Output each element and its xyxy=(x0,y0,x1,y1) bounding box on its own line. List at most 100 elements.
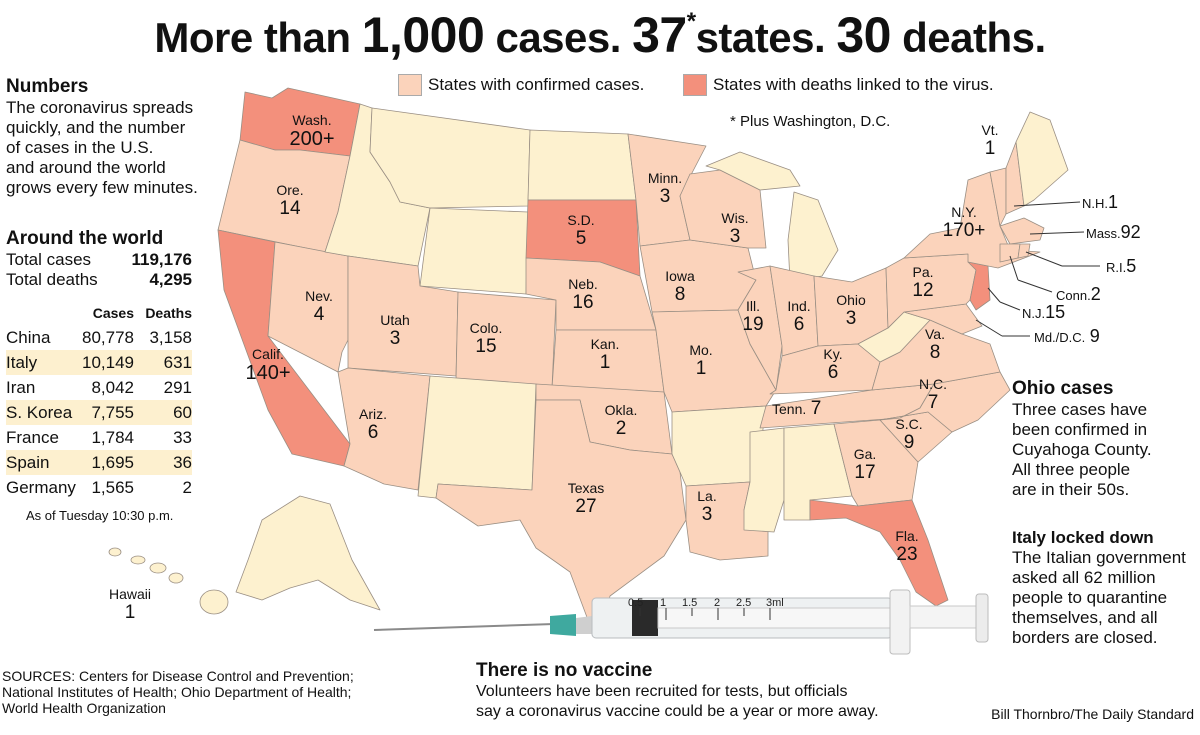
syringe-needle xyxy=(373,623,555,631)
state-name: Ill. xyxy=(746,298,760,314)
state-case-count: 19 xyxy=(742,314,764,335)
label-wisconsin: Wis. 3 xyxy=(710,210,760,248)
credit: Bill Thornbro/The Daily Standard xyxy=(991,706,1194,722)
side-label-new-hampshire: N.H.1 xyxy=(1082,192,1118,213)
label-minnesota: Minn. 3 xyxy=(640,170,690,208)
side-label-maryland-dc: Md./D.C. 9 xyxy=(1034,326,1100,347)
label-georgia: Ga. 17 xyxy=(842,446,888,484)
sources-line: World Health Organization xyxy=(2,700,166,716)
state-name: Mo. xyxy=(689,342,713,358)
state-name: N.J. xyxy=(1022,306,1046,321)
label-louisiana: La. 3 xyxy=(682,488,732,526)
ohio-cases-heading: Ohio cases xyxy=(1012,378,1114,399)
world-heading: Around the world xyxy=(6,228,164,249)
side-label-new-jersey: N.J.15 xyxy=(1022,302,1065,323)
country-table: Cases Deaths China 80,778 3,158 Italy 10,14… xyxy=(6,300,192,500)
headline-cases-number: 1,000 xyxy=(361,7,485,63)
state-case-count: 1 xyxy=(599,352,611,373)
label-virginia: Va. 8 xyxy=(912,326,958,364)
state-hawaii xyxy=(108,547,229,615)
state-case-count: 1 xyxy=(695,358,707,379)
state-florida xyxy=(809,499,949,607)
state-name: Ky. xyxy=(823,346,843,362)
world-section: Around the world Total cases 119,176 Tot… xyxy=(6,228,192,523)
state-name: Minn. xyxy=(647,170,683,186)
label-ohio: Ohio 3 xyxy=(826,292,876,330)
state-name: Okla. xyxy=(604,402,638,418)
state-case-count: 3 xyxy=(729,226,741,247)
ohio-cases-line: been confirmed in xyxy=(1012,420,1148,439)
headline-deaths-number: 30 xyxy=(836,7,891,63)
syringe-flange xyxy=(889,589,911,655)
headline-text: states. xyxy=(695,14,826,61)
state-name: N.H. xyxy=(1082,196,1108,211)
table-row: France 1,784 33 xyxy=(6,425,192,450)
state-case-count: 23 xyxy=(896,544,918,565)
state-name: Calif. xyxy=(252,346,284,362)
state-case-count: 4 xyxy=(313,304,325,325)
state-case-count: 27 xyxy=(575,496,597,517)
state-name: Texas xyxy=(567,480,605,496)
legend-deaths-label: States with deaths linked to the virus. xyxy=(713,75,994,94)
state-maine xyxy=(1015,111,1069,207)
table-row: China 80,778 3,158 xyxy=(6,325,192,350)
state-new-mexico xyxy=(417,375,537,499)
country-name: Iran xyxy=(6,377,36,397)
state-case-count: 3 xyxy=(389,328,401,349)
state-name: Mass. xyxy=(1086,226,1121,241)
country-deaths: 36 xyxy=(134,450,192,475)
as-of-timestamp: As of Tuesday 10:30 p.m. xyxy=(26,508,174,523)
state-case-count: 1 xyxy=(124,602,136,623)
country-deaths: 2 xyxy=(182,477,192,497)
country-deaths: 33 xyxy=(173,427,192,447)
syringe-mark: 1.5 xyxy=(682,597,697,609)
state-case-count: 2 xyxy=(1090,284,1101,304)
ohio-cases-line: All three people xyxy=(1012,460,1131,479)
state-wyoming xyxy=(419,207,529,295)
side-label-connecticut: Conn.2 xyxy=(1056,284,1101,305)
country-name: France xyxy=(6,427,59,447)
table-row: Germany 1,565 2 xyxy=(6,475,192,500)
state-name: Ohio xyxy=(836,292,866,308)
country-name: China xyxy=(6,327,51,347)
country-cases: 80,778 xyxy=(82,327,134,347)
legend-confirmed: States with confirmed cases. xyxy=(398,74,644,96)
state-mississippi xyxy=(743,427,785,533)
country-cases: 8,042 xyxy=(91,377,134,397)
confirmed-swatch xyxy=(398,74,422,96)
label-oregon: Ore. 14 xyxy=(262,182,318,220)
numbers-line: quickly, and the number xyxy=(6,118,186,137)
syringe-plunger-rod xyxy=(657,607,895,629)
state-case-count: 170+ xyxy=(942,220,986,241)
state-name: N.Y. xyxy=(951,204,977,220)
deaths-swatch xyxy=(683,74,707,96)
country-cases: 7,755 xyxy=(78,400,134,425)
state-case-count: 5 xyxy=(575,228,587,249)
state-name: Ind. xyxy=(787,298,811,314)
state-rhode-island xyxy=(1017,243,1031,259)
state-name: S.C. xyxy=(895,416,923,432)
headline-text: cases. xyxy=(495,14,621,61)
state-name: Wis. xyxy=(721,210,749,226)
label-washington: Wash. 200+ xyxy=(282,112,342,151)
state-north-carolina xyxy=(879,371,1011,433)
state-case-count: 3 xyxy=(845,308,857,329)
ohio-cases-line: Three cases have xyxy=(1012,400,1148,419)
state-case-count: 1 xyxy=(984,138,996,159)
state-name: Fla. xyxy=(895,528,919,544)
state-case-count: 5 xyxy=(1126,256,1137,276)
italy-line: people to quarantine xyxy=(1012,588,1168,607)
label-south-carolina: S.C. 9 xyxy=(886,416,932,454)
state-name: La. xyxy=(697,488,717,504)
headline-asterisk: * xyxy=(686,8,696,35)
label-north-carolina: N.C. 7 xyxy=(910,376,956,414)
italy-line: borders are closed. xyxy=(1012,628,1158,647)
label-california: Calif. 140+ xyxy=(238,346,298,385)
numbers-section: Numbers The coronavirus spreads quickly,… xyxy=(6,76,221,198)
country-cases: 10,149 xyxy=(78,350,134,375)
state-michigan-up xyxy=(705,151,801,191)
syringe-tip xyxy=(576,616,592,634)
state-name: Tenn. xyxy=(772,401,807,417)
country-deaths: 291 xyxy=(163,377,192,397)
